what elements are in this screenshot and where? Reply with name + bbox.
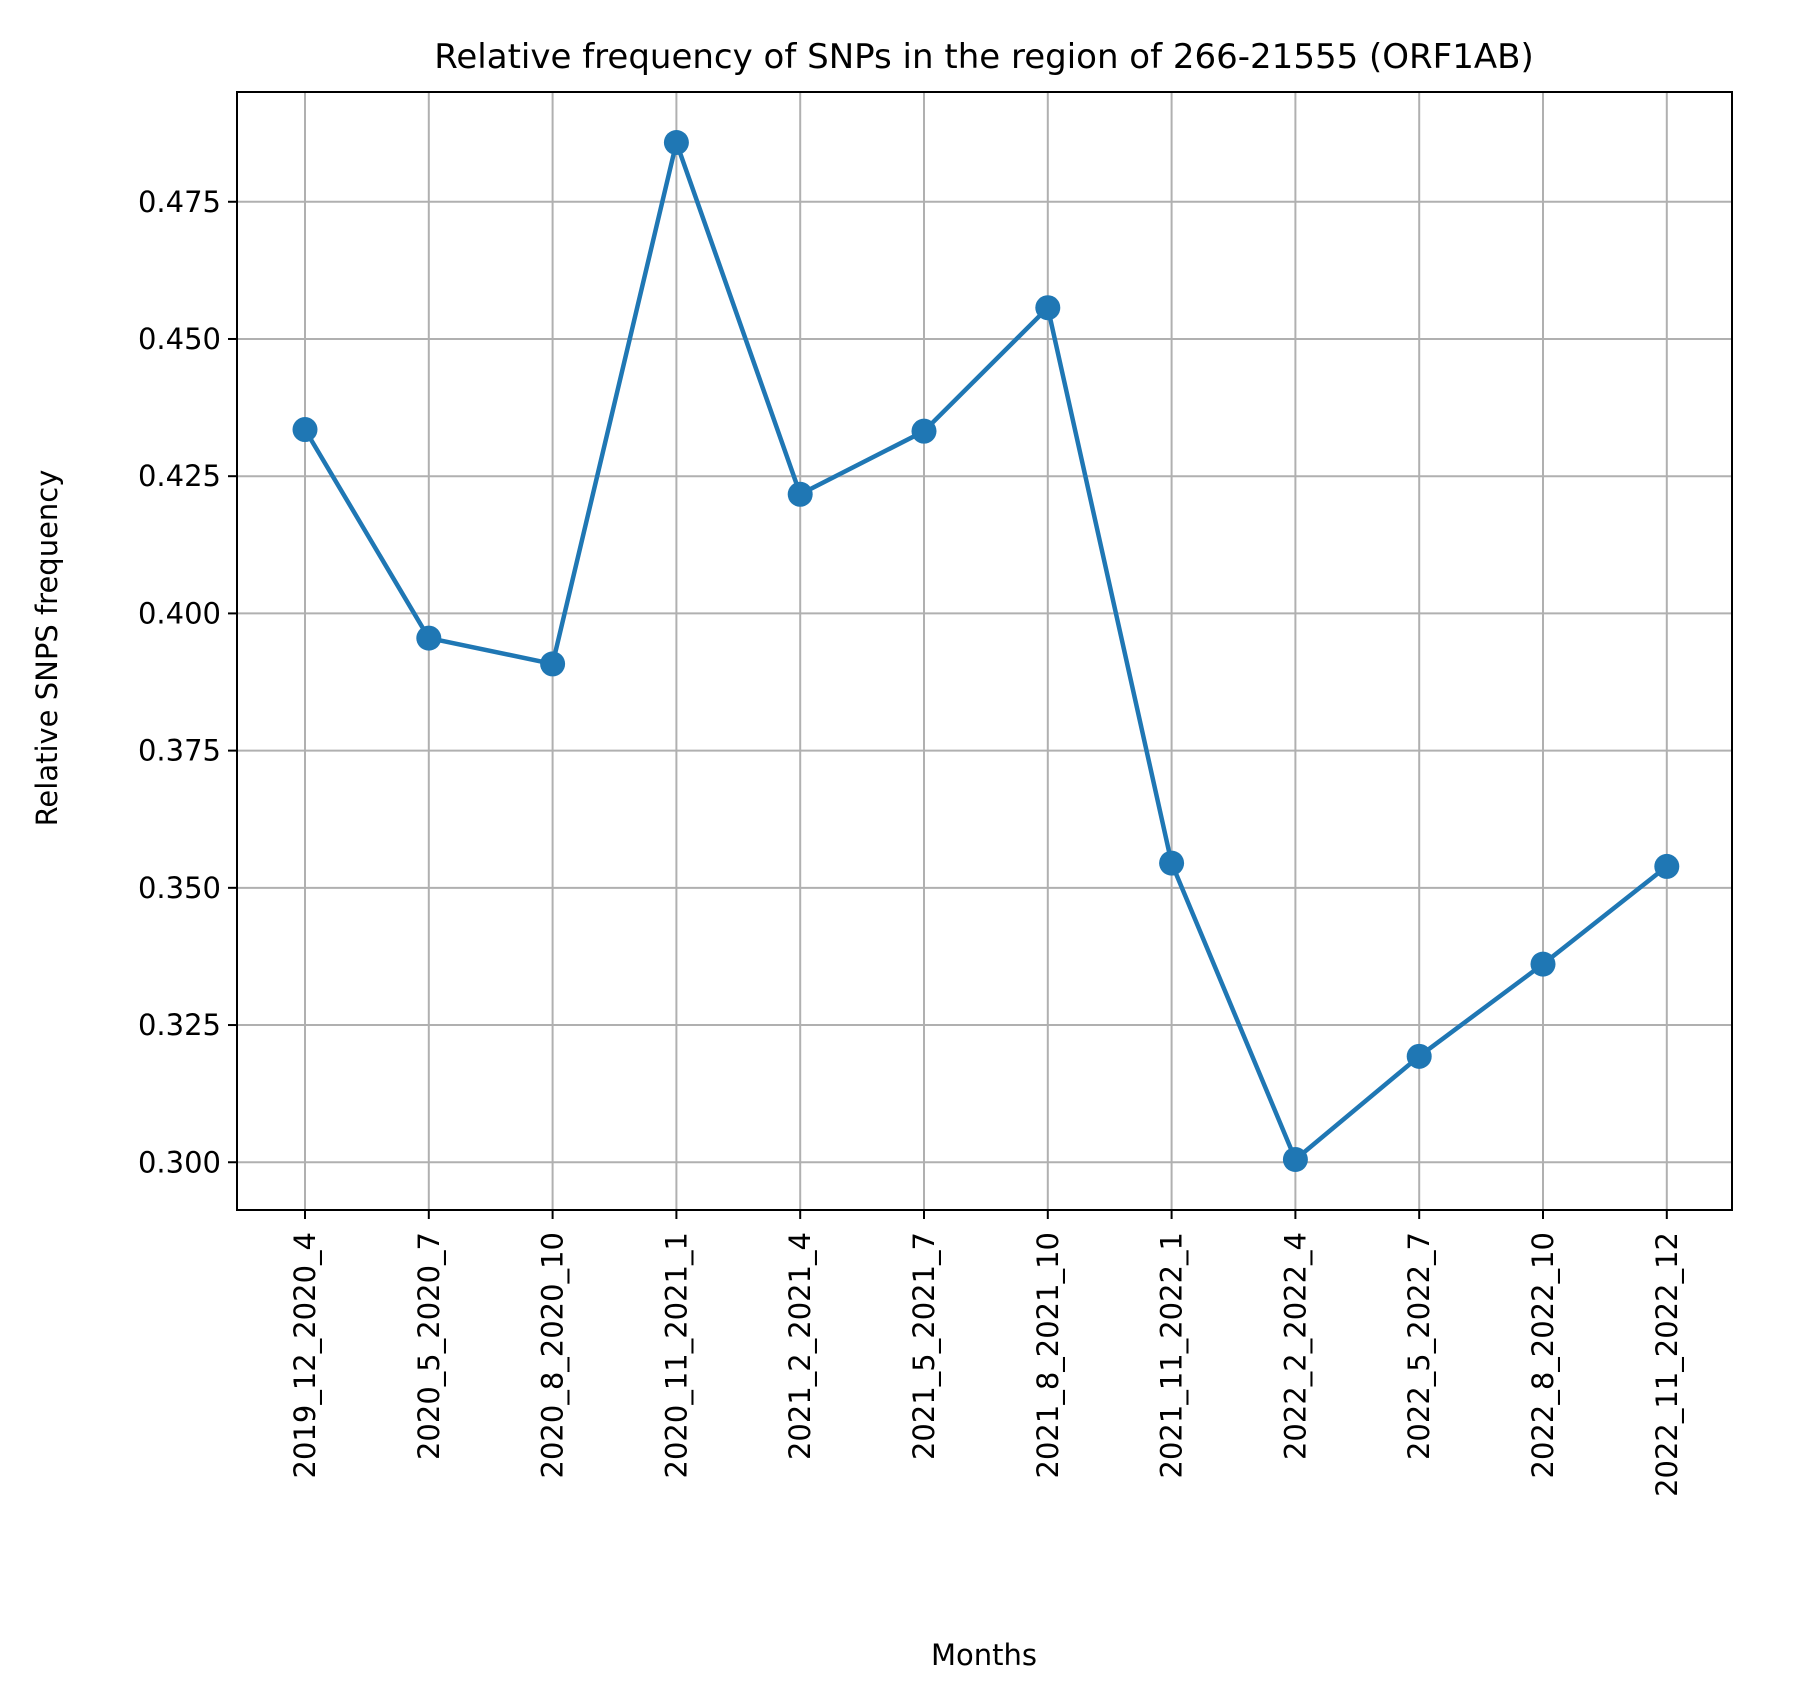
y-tick-label: 0.300 xyxy=(138,1145,221,1179)
x-tick-label: 2021_5_2021_7 xyxy=(907,1232,941,1460)
grid xyxy=(237,92,1732,1210)
y-tick-label: 0.475 xyxy=(138,185,221,219)
x-axis-label: Months xyxy=(931,1638,1037,1672)
y-tick-label: 0.325 xyxy=(138,1008,221,1042)
data-point xyxy=(1035,295,1061,321)
y-tick-label: 0.350 xyxy=(138,871,221,905)
plot-frame xyxy=(236,91,1733,1211)
data-point xyxy=(911,418,937,444)
y-tick-label: 0.450 xyxy=(138,322,221,356)
data-point xyxy=(292,417,318,443)
x-tick-label: 2022_5_2022_7 xyxy=(1402,1232,1436,1460)
data-point xyxy=(1654,853,1680,879)
x-tick-label: 2019_12_2020_4 xyxy=(288,1232,322,1478)
x-tick-label: 2020_11_2021_1 xyxy=(659,1232,693,1478)
series-line xyxy=(302,140,1670,1162)
chart-title: Relative frequency of SNPs in the region… xyxy=(434,37,1533,77)
data-point xyxy=(1530,951,1556,977)
x-tick-label: 2020_5_2020_7 xyxy=(412,1232,446,1460)
data-point xyxy=(787,481,813,507)
y-tick-label: 0.400 xyxy=(138,596,221,630)
y-tick-label: 0.425 xyxy=(138,459,221,493)
data-point xyxy=(416,625,442,651)
x-tick-label: 2021_11_2022_1 xyxy=(1155,1232,1189,1478)
series xyxy=(292,129,1680,1173)
data-point xyxy=(1159,850,1185,876)
x-tick-label: 2022_2_2022_4 xyxy=(1278,1232,1312,1460)
data-point xyxy=(540,651,566,677)
x-tick-label: 2020_8_2020_10 xyxy=(536,1232,570,1478)
x-axis-ticks: 2019_12_2020_4 2020_5_2020_7 2020_8_2020_1… xyxy=(288,1210,1684,1497)
x-tick-label: 2021_8_2021_10 xyxy=(1031,1232,1065,1478)
y-tick-label: 0.375 xyxy=(138,734,221,768)
data-point xyxy=(1406,1043,1432,1069)
x-tick-label: 2022_8_2022_10 xyxy=(1526,1232,1560,1478)
y-axis-ticks: 0.300 0.325 0.350 0.375 0.400 0.425 0.450 0.475 xyxy=(138,185,237,1179)
data-point xyxy=(663,129,689,155)
data-point xyxy=(1282,1147,1308,1173)
x-tick-label: 2022_11_2022_12 xyxy=(1650,1232,1684,1497)
y-axis-label: Relative SNPS frequency xyxy=(30,470,64,827)
x-tick-label: 2021_2_2021_4 xyxy=(783,1232,817,1460)
